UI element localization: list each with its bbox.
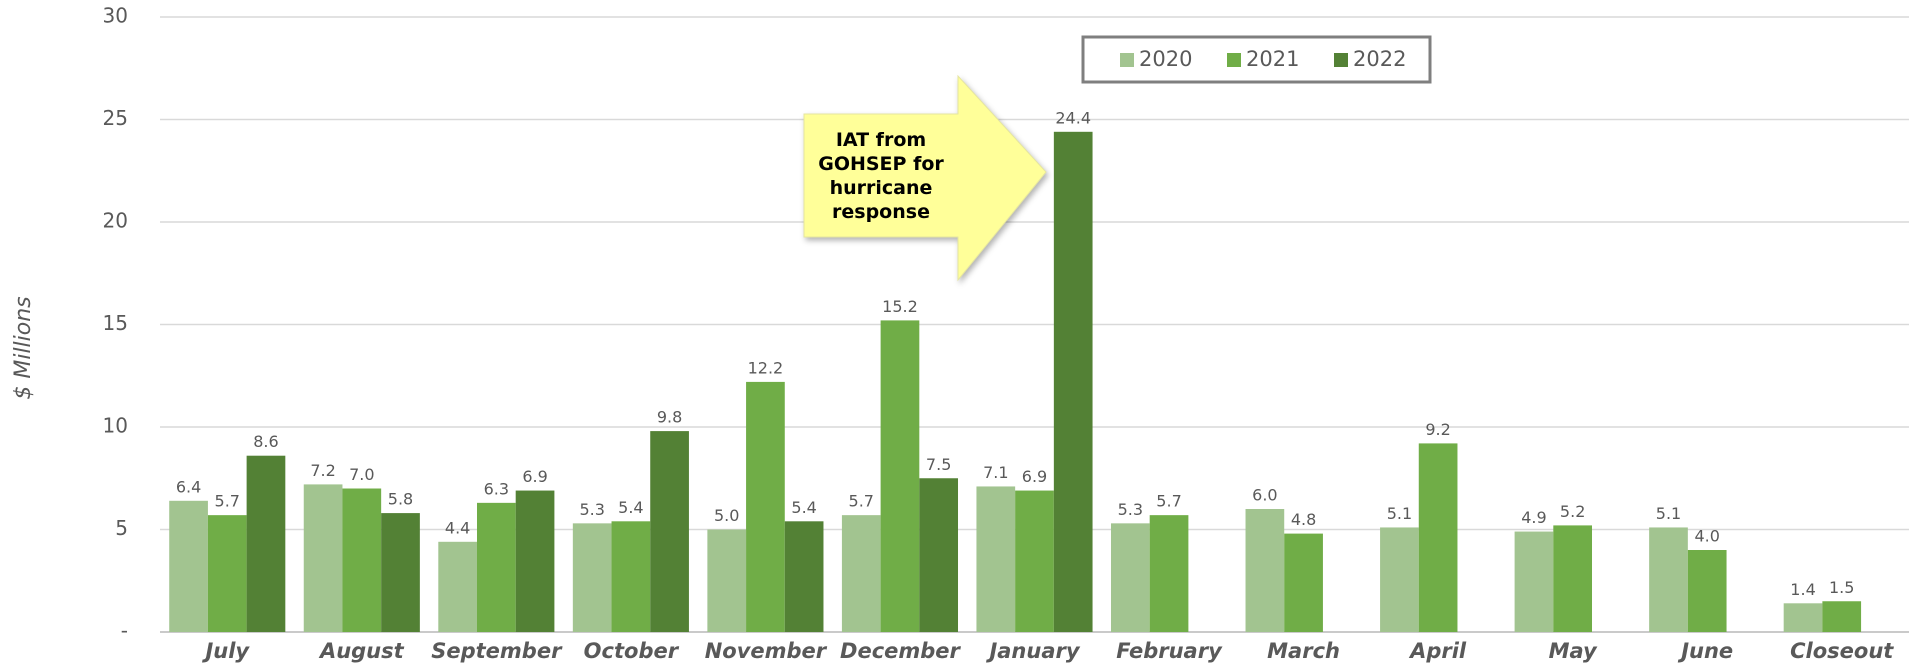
bar: [611, 521, 651, 632]
legend-swatch: [1120, 53, 1134, 67]
x-tick-label: March: [1267, 639, 1340, 663]
y-axis-label: $ Millions: [11, 296, 36, 399]
bar: [1110, 523, 1150, 632]
bar: [1053, 131, 1093, 633]
data-label: 9.8: [657, 408, 682, 427]
bar: [1380, 527, 1419, 632]
data-label: 5.7: [215, 492, 240, 511]
y-tick-label: 5: [115, 516, 128, 540]
data-label: 6.9: [1022, 467, 1047, 486]
x-tick-label: January: [985, 639, 1080, 663]
data-label: 6.3: [484, 479, 509, 498]
bar: [1284, 533, 1323, 632]
data-label: 5.4: [618, 498, 643, 517]
data-label: 5.1: [1656, 504, 1681, 523]
y-tick-label: 15: [103, 311, 128, 335]
bar: [1015, 490, 1054, 632]
data-label: 8.6: [253, 432, 278, 451]
legend-label: 2022: [1353, 47, 1406, 71]
bar: [976, 486, 1016, 632]
x-tick-label: February: [1116, 639, 1223, 663]
legend-swatch: [1227, 53, 1241, 67]
data-label: 24.4: [1055, 108, 1091, 127]
y-tick-label: 25: [103, 106, 128, 130]
data-label: 4.0: [1694, 527, 1719, 546]
data-label: 6.9: [522, 467, 547, 486]
data-label: 1.4: [1790, 580, 1815, 599]
bar: [1687, 550, 1727, 632]
bar: [1418, 443, 1458, 632]
bar: [784, 521, 824, 632]
bar: [1649, 527, 1688, 632]
annotation: IAT from GOHSEP for hurricane response: [818, 128, 944, 223]
data-label: 7.5: [926, 455, 951, 474]
bar: [650, 431, 689, 632]
bar: [342, 488, 382, 632]
bar: [1149, 515, 1189, 632]
bar: [1783, 603, 1823, 632]
y-tick-label: -: [121, 619, 128, 643]
bar: [707, 529, 747, 632]
bar: [572, 523, 612, 632]
x-tick-label: October: [584, 639, 680, 663]
bar: [746, 381, 785, 632]
x-tick-label: August: [318, 639, 405, 663]
data-label: 4.4: [445, 518, 470, 537]
bar: [841, 515, 881, 632]
bar: [303, 484, 343, 632]
bar: [246, 455, 286, 632]
data-label: 5.0: [714, 506, 739, 525]
legend-label: 2020: [1139, 47, 1192, 71]
bar: [515, 490, 555, 632]
data-label: 5.4: [791, 498, 816, 517]
x-tick-label: April: [1408, 639, 1467, 663]
bar: [1245, 509, 1285, 632]
data-label: 5.7: [1156, 492, 1181, 511]
bar: [438, 541, 477, 632]
legend-label: 2021: [1246, 47, 1299, 71]
bar: [169, 500, 208, 632]
data-label: 5.8: [388, 490, 413, 509]
x-tick-label: Closeout: [1790, 639, 1894, 663]
bar: [207, 515, 247, 632]
data-label: 6.0: [1252, 486, 1277, 505]
bar: [476, 502, 516, 632]
data-label: 5.3: [579, 500, 604, 519]
data-label: 9.2: [1425, 420, 1450, 439]
data-label: 15.2: [882, 297, 918, 316]
data-label: 4.9: [1521, 508, 1546, 527]
x-tick-label: May: [1549, 639, 1598, 663]
y-tick-label: 20: [103, 209, 128, 233]
bar: [1553, 525, 1593, 632]
data-label: 7.2: [310, 461, 335, 480]
legend-swatch: [1334, 53, 1348, 67]
data-label: 5.7: [849, 492, 874, 511]
callout: [803, 74, 1047, 282]
bar: [880, 320, 920, 632]
data-label: 12.2: [748, 358, 784, 377]
x-tick-label: December: [840, 639, 962, 663]
bar: [1514, 531, 1554, 632]
data-label: 6.4: [176, 477, 201, 496]
x-tick-label: September: [431, 639, 563, 663]
data-label: 5.1: [1387, 504, 1412, 523]
data-label: 7.0: [349, 465, 374, 484]
x-tick-label: June: [1677, 639, 1733, 663]
y-tick-label: 10: [103, 414, 128, 438]
bar: [1822, 601, 1862, 632]
bar: [381, 513, 420, 632]
data-label: 4.8: [1291, 510, 1316, 529]
data-label: 7.1: [983, 463, 1008, 482]
data-label: 5.3: [1118, 500, 1143, 519]
bar: [919, 478, 959, 632]
x-tick-label: November: [705, 639, 828, 663]
data-label: 5.2: [1560, 502, 1585, 521]
legend-box: [1081, 35, 1432, 84]
x-tick-label: July: [201, 639, 250, 663]
y-tick-label: 30: [103, 4, 128, 28]
data-label: 1.5: [1829, 578, 1854, 597]
